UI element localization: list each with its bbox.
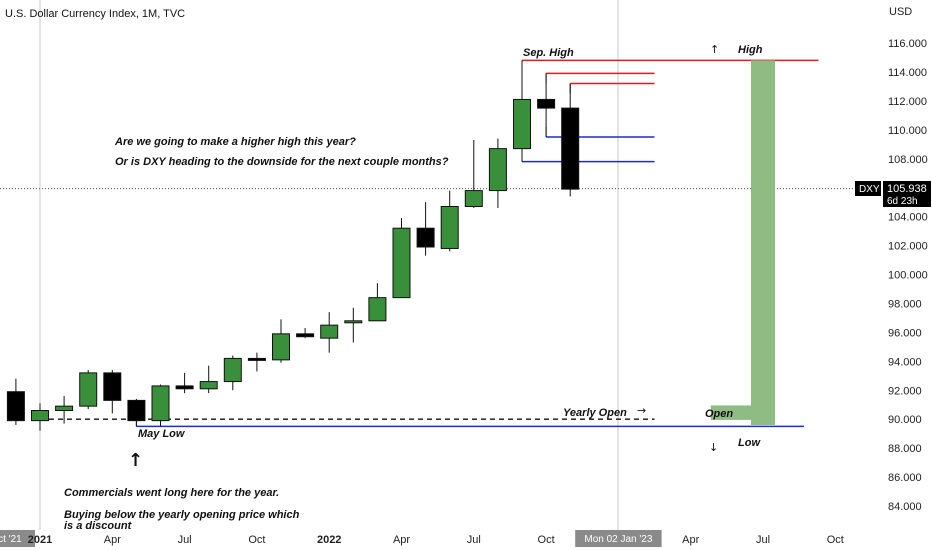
open-projection-box (710, 405, 755, 420)
y-tick-label: 88.000 (888, 443, 922, 455)
buying-text-line-2: is a discount (64, 520, 133, 532)
y-tick-label: 116.000 (888, 38, 927, 50)
high-annotation: High (738, 44, 763, 56)
question-2-text: Or is DXY heading to the downside for th… (115, 156, 449, 168)
candle-body (537, 98, 556, 109)
candle-body (199, 381, 218, 390)
currency-label: USD (889, 6, 912, 18)
candle-body (247, 357, 266, 361)
current-price-tag: DXY 105.938 6d 23h (855, 181, 931, 207)
y-tick-label: 108.000 (888, 154, 928, 166)
y-tick-label: 84.000 (888, 501, 922, 513)
candle-body (31, 410, 49, 422)
x-tick-label: Apr (393, 534, 410, 546)
symbol-badge (855, 181, 881, 196)
countdown-label: 6d 23h (887, 196, 918, 207)
open-annotation: Open (705, 408, 733, 420)
candle-body (368, 297, 387, 322)
x-tick-label: Jul (467, 534, 481, 546)
x-tick-label: Oct (538, 534, 555, 546)
y-tick-label: 86.000 (888, 472, 922, 484)
arrow-down-icon: ↓ (709, 441, 718, 454)
candle-body (488, 148, 507, 192)
low-annotation: Low (738, 437, 761, 449)
x-tick-box (0, 530, 35, 547)
candle-body (6, 391, 25, 422)
y-tick-label: 110.000 (888, 125, 927, 137)
x-tick-label: Jul (756, 534, 770, 546)
projection-boxes (710, 60, 775, 425)
candle-body (464, 190, 483, 207)
x-tick-label: Oct (248, 534, 265, 546)
candle-body (392, 227, 411, 299)
candles (6, 60, 580, 431)
y-tick-label: 100.000 (888, 270, 928, 282)
question-1-text: Are we going to make a higher high this … (114, 136, 356, 148)
arrow-up-icon: ↑ (710, 43, 719, 56)
candle-body (151, 385, 170, 422)
candle-body (320, 324, 339, 339)
high-projection-bar (751, 60, 775, 425)
x-tick-label-boxed: Fri 01 Oct '21 (0, 534, 22, 545)
candle-body (296, 333, 315, 338)
candle-body (561, 107, 580, 190)
price-badge (883, 181, 931, 207)
x-tick-label: Oct (827, 534, 844, 546)
may-low-annotation: May Low (138, 428, 186, 440)
candle-body (103, 372, 122, 401)
candle-body (175, 385, 194, 390)
candle-body (79, 372, 98, 407)
arrow-right-icon: → (637, 404, 646, 417)
current-price-label: 105.938 (887, 183, 927, 195)
arrow-bold-up-icon: ↑ (128, 450, 143, 471)
yearly-open-annotation: Yearly Open (563, 407, 627, 419)
buying-text-line-1: Buying below the yearly opening price wh… (64, 509, 300, 521)
candle-body (416, 227, 435, 248)
candle-body (55, 405, 74, 412)
x-tick-label: 2021 (28, 534, 52, 546)
candle-body (272, 333, 290, 361)
x-tick-label: Jul (178, 534, 192, 546)
y-tick-label: 114.000 (888, 67, 927, 79)
y-tick-label: 98.000 (888, 298, 922, 310)
y-tick-label: 104.000 (888, 212, 928, 224)
y-tick-label: 96.000 (888, 327, 922, 339)
y-tick-label: 112.000 (888, 96, 927, 108)
y-tick-label: 90.000 (888, 414, 922, 426)
candle-body (223, 357, 242, 383)
chart-title: U.S. Dollar Currency Index, 1M, TVC (5, 8, 185, 20)
x-tick-label: Apr (104, 534, 121, 546)
x-tick-label: Apr (682, 534, 699, 546)
y-tick-label: 94.000 (888, 356, 922, 368)
symbol-label: DXY (859, 184, 880, 195)
x-tick-box (575, 530, 662, 547)
y-tick-label: 102.000 (888, 241, 928, 253)
candle-body (344, 320, 363, 324)
candle-body (127, 399, 146, 422)
candle-body (513, 98, 531, 150)
sep-high-annotation: Sep. High (523, 47, 574, 59)
x-tick-label: 2022 (317, 534, 341, 546)
commercials-text: Commercials went long here for the year. (64, 487, 279, 499)
y-tick-label: 92.000 (888, 385, 922, 397)
x-tick-label-boxed: Mon 02 Jan '23 (584, 534, 653, 545)
candle-body (440, 205, 459, 249)
